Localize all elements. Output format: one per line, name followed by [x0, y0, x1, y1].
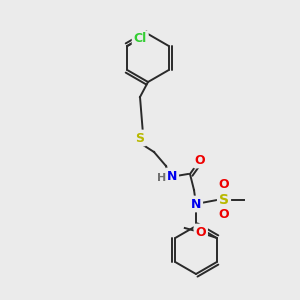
Text: S: S: [136, 131, 145, 145]
Text: O: O: [195, 154, 205, 166]
Text: O: O: [219, 208, 229, 221]
Text: O: O: [219, 178, 229, 191]
Text: H: H: [158, 173, 166, 183]
Text: Cl: Cl: [134, 32, 147, 46]
Text: N: N: [191, 197, 201, 211]
Text: S: S: [219, 193, 229, 207]
Text: N: N: [167, 169, 177, 182]
Text: O: O: [196, 226, 206, 238]
